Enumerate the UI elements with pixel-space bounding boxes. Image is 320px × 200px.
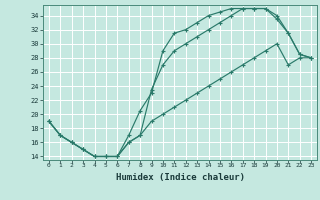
X-axis label: Humidex (Indice chaleur): Humidex (Indice chaleur) [116,173,244,182]
